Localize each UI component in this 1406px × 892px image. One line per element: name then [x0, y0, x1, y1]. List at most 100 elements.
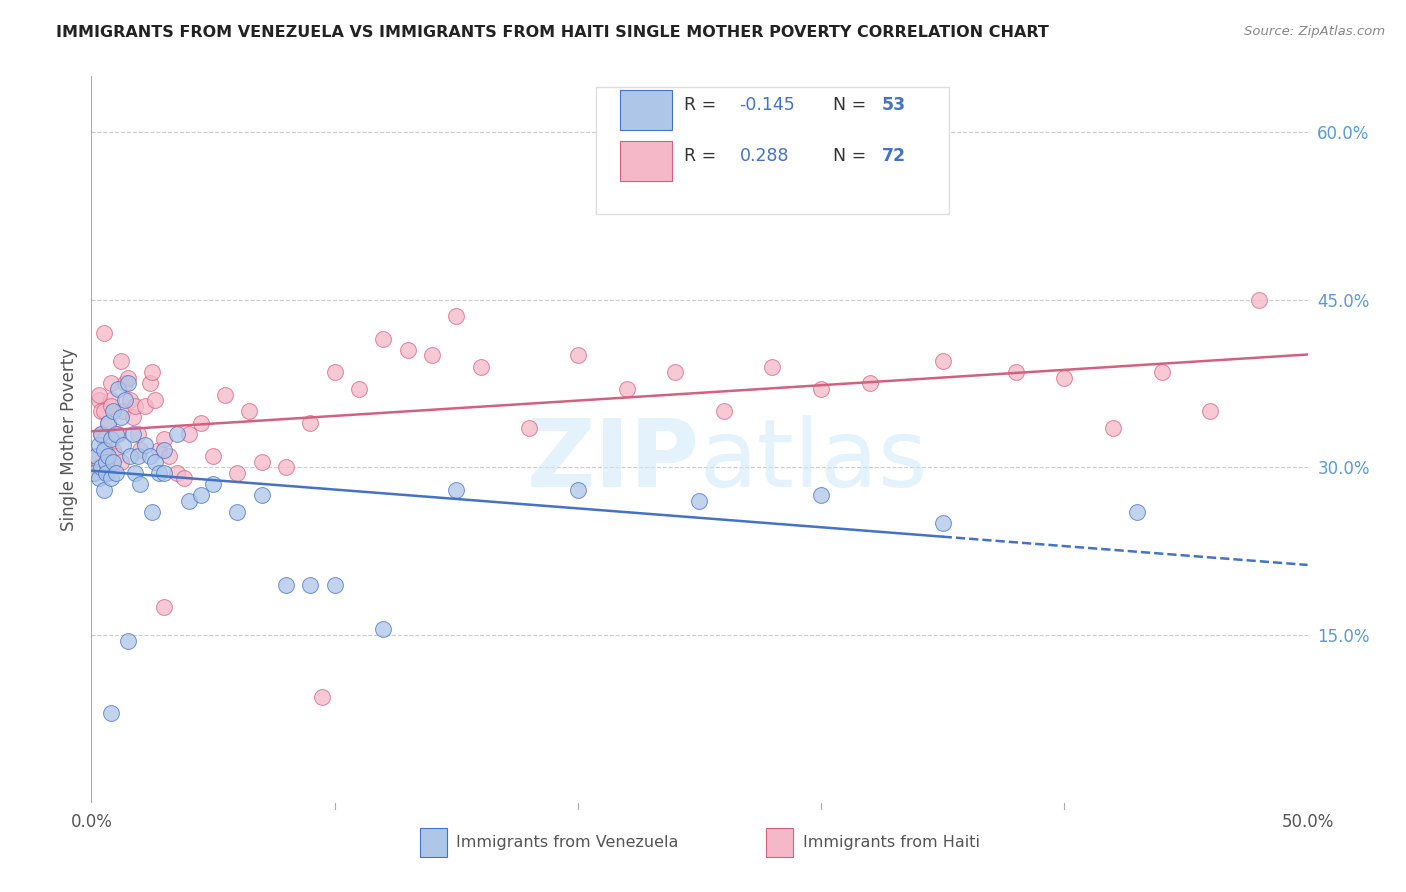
- Point: [104, 449, 127, 463]
- Point: [153, 600, 176, 615]
- Point: [100, 471, 122, 485]
- Point: [810, 488, 832, 502]
- Point: [420, 348, 443, 362]
- Point: [153, 466, 176, 480]
- Text: R =: R =: [683, 96, 721, 114]
- Point: [250, 488, 273, 502]
- Point: [347, 382, 370, 396]
- Point: [94, 466, 117, 480]
- Point: [166, 466, 188, 480]
- Point: [250, 455, 273, 469]
- Point: [141, 505, 163, 519]
- Point: [97, 416, 120, 430]
- Point: [127, 449, 149, 463]
- Point: [148, 466, 170, 480]
- Point: [84, 449, 107, 463]
- Point: [100, 376, 122, 391]
- Point: [100, 399, 122, 413]
- Point: [153, 443, 176, 458]
- Point: [567, 348, 589, 362]
- Point: [93, 404, 115, 418]
- Text: -0.145: -0.145: [740, 96, 796, 114]
- FancyBboxPatch shape: [596, 87, 949, 214]
- Point: [103, 404, 125, 418]
- Text: atlas: atlas: [699, 415, 928, 508]
- Point: [299, 416, 322, 430]
- Point: [226, 466, 249, 480]
- Point: [931, 516, 953, 531]
- Point: [120, 393, 142, 408]
- Point: [129, 477, 152, 491]
- Point: [190, 416, 212, 430]
- Point: [311, 690, 333, 704]
- Point: [103, 455, 125, 469]
- Point: [124, 399, 146, 413]
- Point: [664, 365, 686, 379]
- Point: [141, 365, 163, 379]
- Point: [90, 404, 112, 418]
- Point: [93, 432, 115, 446]
- Point: [97, 416, 120, 430]
- Point: [121, 409, 143, 424]
- Point: [107, 426, 129, 441]
- Point: [373, 332, 395, 346]
- Point: [226, 505, 249, 519]
- Point: [117, 633, 139, 648]
- Point: [87, 460, 110, 475]
- Point: [238, 404, 260, 418]
- Point: [153, 432, 176, 446]
- Point: [274, 578, 297, 592]
- Point: [121, 426, 143, 441]
- Point: [83, 466, 105, 480]
- Text: Source: ZipAtlas.com: Source: ZipAtlas.com: [1244, 25, 1385, 38]
- Point: [107, 382, 129, 396]
- Point: [90, 426, 112, 441]
- Point: [177, 426, 200, 441]
- Point: [134, 438, 156, 452]
- Point: [104, 466, 127, 480]
- Point: [110, 354, 132, 368]
- Point: [90, 460, 112, 475]
- Point: [567, 483, 589, 497]
- Point: [87, 438, 110, 452]
- Point: [1102, 421, 1125, 435]
- Point: [616, 382, 638, 396]
- Point: [87, 393, 110, 408]
- Point: [94, 455, 117, 469]
- Text: Immigrants from Haiti: Immigrants from Haiti: [803, 835, 980, 850]
- Point: [90, 426, 112, 441]
- Point: [143, 393, 166, 408]
- Point: [323, 578, 346, 592]
- FancyBboxPatch shape: [620, 90, 672, 130]
- Point: [124, 466, 146, 480]
- Point: [177, 493, 200, 508]
- Point: [859, 376, 882, 391]
- Point: [93, 326, 115, 340]
- Point: [97, 449, 120, 463]
- Point: [117, 376, 139, 391]
- FancyBboxPatch shape: [420, 829, 447, 857]
- Point: [100, 432, 122, 446]
- Point: [214, 387, 236, 401]
- Point: [84, 449, 107, 463]
- Text: IMMIGRANTS FROM VENEZUELA VS IMMIGRANTS FROM HAITI SINGLE MOTHER POVERTY CORRELA: IMMIGRANTS FROM VENEZUELA VS IMMIGRANTS …: [56, 25, 1049, 40]
- Point: [470, 359, 492, 374]
- Point: [97, 466, 120, 480]
- Text: R =: R =: [683, 147, 721, 165]
- Point: [190, 488, 212, 502]
- Point: [202, 477, 225, 491]
- Point: [93, 443, 115, 458]
- Point: [157, 449, 180, 463]
- Point: [810, 382, 832, 396]
- Point: [396, 343, 419, 357]
- Point: [444, 310, 467, 324]
- Point: [111, 404, 134, 418]
- Point: [202, 449, 225, 463]
- Point: [1004, 365, 1026, 379]
- Point: [517, 421, 540, 435]
- Point: [143, 455, 166, 469]
- Text: N =: N =: [834, 96, 872, 114]
- Point: [166, 426, 188, 441]
- Point: [1199, 404, 1222, 418]
- Point: [100, 393, 122, 408]
